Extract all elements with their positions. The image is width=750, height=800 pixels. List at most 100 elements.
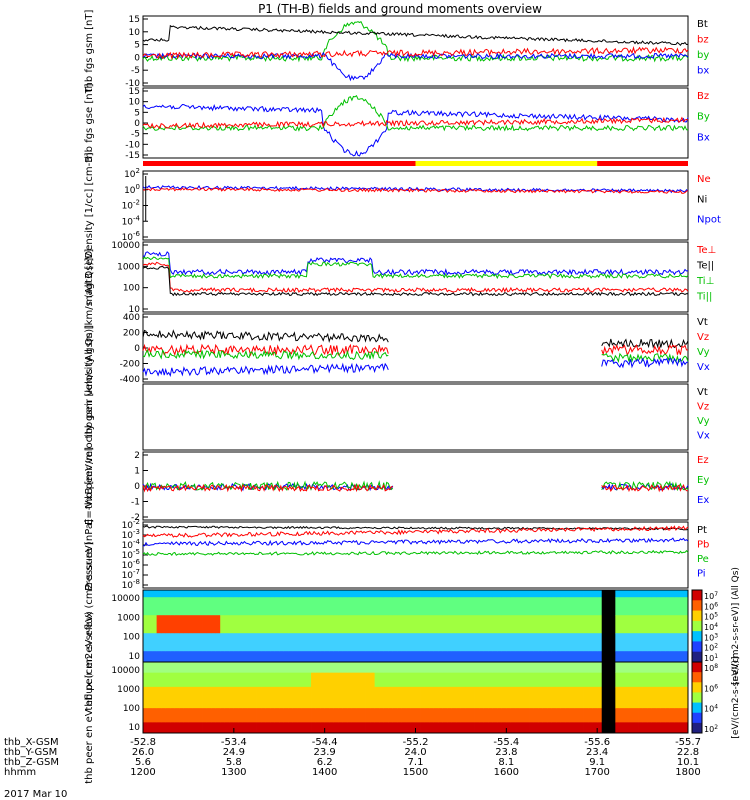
spectrogram-cell bbox=[533, 651, 539, 663]
spectrogram-cell bbox=[479, 722, 485, 734]
spectrogram-cell bbox=[197, 633, 203, 652]
spectrogram-cell bbox=[238, 672, 244, 688]
y-tick-label: -15 bbox=[125, 151, 140, 161]
spectrogram-cell bbox=[179, 708, 185, 723]
spectrogram-cell bbox=[506, 708, 512, 723]
spectrogram-cell bbox=[583, 722, 589, 734]
legend-ex: Ex bbox=[697, 495, 709, 506]
spectrogram-cell bbox=[306, 651, 312, 663]
spectrogram-cell bbox=[147, 597, 153, 616]
spectrogram-cell bbox=[220, 662, 226, 674]
spectrogram-cell bbox=[510, 708, 516, 723]
spectrogram-cell bbox=[410, 686, 416, 709]
spectrogram-cell bbox=[256, 686, 262, 709]
spectrogram-cell bbox=[569, 651, 575, 663]
spectrogram-cell bbox=[301, 590, 307, 598]
spectrogram-cell bbox=[365, 651, 371, 663]
spectrogram-cell bbox=[224, 722, 230, 734]
spectrogram-cell bbox=[579, 633, 584, 652]
spectrogram-cell bbox=[474, 597, 480, 616]
spectrogram-cell bbox=[211, 615, 217, 634]
spectrogram-cell bbox=[547, 597, 553, 616]
x-axis-value: 5.8 bbox=[226, 757, 242, 768]
spectrogram-cell bbox=[297, 722, 303, 734]
spectrogram-cell bbox=[397, 722, 403, 734]
spectrogram-cell bbox=[342, 633, 348, 652]
spectrogram-cell bbox=[574, 597, 580, 616]
spectrogram-cell bbox=[474, 686, 480, 709]
spectrogram-cell bbox=[492, 708, 498, 723]
spectrogram-cell bbox=[388, 686, 394, 709]
spectrogram-cell bbox=[519, 597, 525, 616]
spectrogram-cell bbox=[683, 597, 689, 616]
spectrogram-cell bbox=[538, 686, 544, 709]
spectrogram-cell bbox=[379, 615, 385, 634]
spectrogram-cell bbox=[211, 686, 217, 709]
spectrogram-cell bbox=[447, 633, 453, 652]
spectrogram-cell bbox=[365, 672, 371, 688]
spectrogram-cell bbox=[256, 662, 262, 674]
spectrogram-cell bbox=[420, 662, 425, 674]
y-axis-label: thb peer en eV eflux (cm2-s-sr-eV) bbox=[84, 611, 95, 784]
spectrogram-cell bbox=[519, 686, 525, 709]
spectrogram-cell bbox=[456, 672, 462, 688]
x-axis-value: 24.9 bbox=[223, 747, 245, 758]
spectrogram-cell bbox=[647, 651, 653, 663]
spectrogram-cell bbox=[538, 597, 544, 616]
spectrogram-cell bbox=[656, 651, 662, 663]
spectrogram-cell bbox=[669, 708, 675, 723]
spectrogram-cell bbox=[233, 590, 239, 598]
spectrogram-cell bbox=[501, 615, 507, 634]
spectrogram-cell bbox=[283, 686, 289, 709]
spectrogram-cell bbox=[665, 597, 671, 616]
spectrogram-cell bbox=[320, 651, 326, 663]
spectrogram-cell bbox=[628, 672, 634, 688]
spectrogram-cell bbox=[415, 651, 421, 663]
legend-bz: Bz bbox=[697, 91, 709, 102]
spectrogram-cell bbox=[592, 672, 598, 688]
spectrogram-cell bbox=[669, 672, 675, 688]
spectrogram-cell bbox=[438, 597, 444, 616]
spectrogram-cell bbox=[560, 722, 566, 734]
spectrogram-cell bbox=[156, 686, 162, 709]
spectrogram-cell bbox=[143, 662, 148, 674]
spectrogram-cell bbox=[311, 708, 316, 723]
spectrogram-cell bbox=[479, 662, 485, 674]
spectrogram-cell bbox=[574, 708, 580, 723]
spectrogram-cell bbox=[460, 662, 466, 674]
y-tick-label: 0 bbox=[134, 53, 140, 63]
spectrogram-cell bbox=[147, 633, 153, 652]
spectrogram-cell bbox=[324, 662, 330, 674]
panel-frame bbox=[142, 241, 689, 313]
spectrogram-cell bbox=[542, 615, 548, 634]
spectrogram-cell bbox=[451, 651, 457, 663]
x-axis: thb_X-GSM -52.8 -53.4 -54.4 -55.2 -55.4 -55.6 -… bbox=[4, 728, 701, 778]
spectrogram-cell bbox=[651, 597, 657, 616]
spectrogram-cell bbox=[647, 615, 653, 634]
spectrogram-cell bbox=[470, 708, 475, 723]
spectrogram-cell bbox=[647, 597, 653, 616]
spectrogram-cell bbox=[619, 597, 625, 616]
colorbar-tick: 106 bbox=[704, 683, 718, 693]
spectrogram-cell bbox=[433, 708, 439, 723]
spectrogram-cell bbox=[361, 597, 366, 616]
spectrogram-cell bbox=[529, 672, 534, 688]
spectrogram-cell bbox=[565, 590, 571, 598]
y-tick-label: 5 bbox=[134, 41, 140, 51]
spectrogram-cell bbox=[665, 722, 671, 734]
spectrogram-cell bbox=[569, 686, 575, 709]
colorbar-band bbox=[692, 600, 702, 612]
spectrogram-cell bbox=[606, 590, 612, 663]
spectrogram-cell bbox=[533, 662, 539, 674]
spectrogram-cell bbox=[460, 590, 466, 598]
series-line bbox=[142, 24, 689, 46]
colorbar-band bbox=[692, 712, 702, 724]
spectrogram-cell bbox=[374, 590, 380, 598]
spectrogram-cell bbox=[206, 662, 212, 674]
spectrogram-cell bbox=[242, 686, 248, 709]
spectrogram-cell bbox=[306, 722, 312, 734]
y-tick-label: 15 bbox=[129, 87, 140, 97]
spectrogram-cell bbox=[656, 615, 662, 634]
spectrogram-cell bbox=[192, 590, 198, 598]
spectrogram-cell bbox=[483, 662, 489, 674]
